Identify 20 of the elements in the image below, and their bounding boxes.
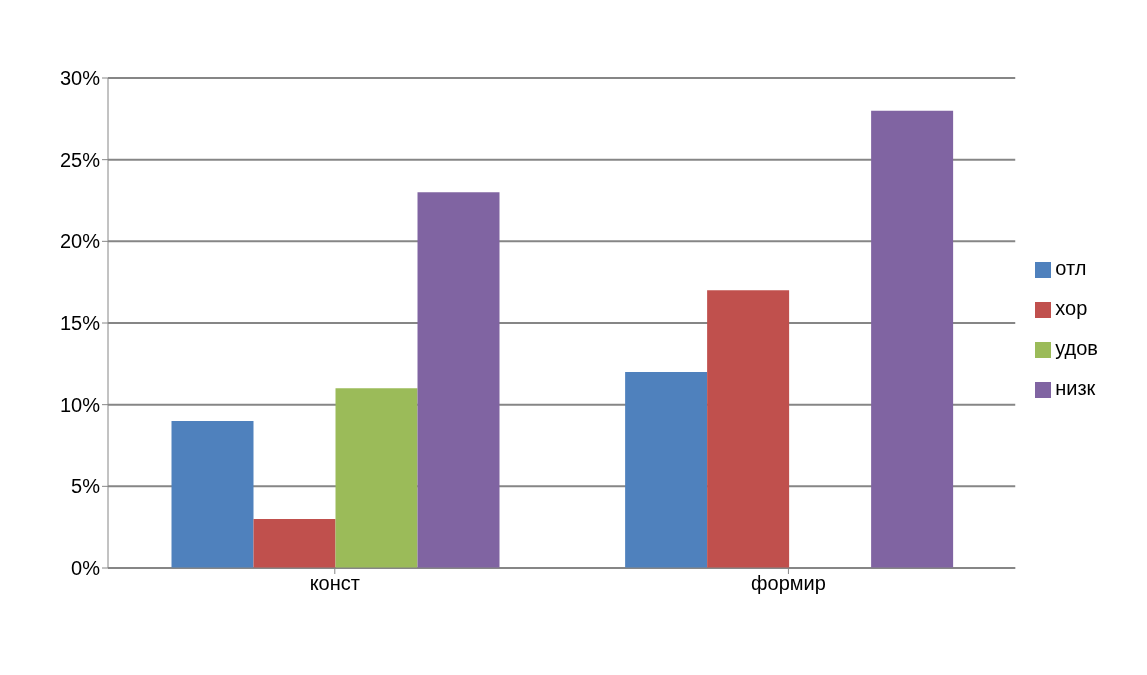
x-tick-label: формир [751, 572, 826, 595]
bar [707, 290, 790, 568]
legend-label: низк [1055, 377, 1096, 399]
y-tick-label: 20% [59, 230, 101, 253]
bar [417, 192, 500, 568]
y-tick-label: 30% [59, 67, 101, 90]
y-tick-label: 10% [59, 393, 101, 416]
y-tick-label: 5% [71, 475, 101, 498]
bar [335, 388, 418, 568]
y-tick-label: 15% [59, 312, 101, 335]
bar [625, 372, 708, 568]
y-tick-label: 0% [71, 557, 101, 580]
bar [253, 519, 336, 568]
bar [171, 421, 254, 568]
legend-label: удов [1055, 337, 1098, 359]
legend-label: хор [1055, 297, 1088, 319]
x-tick-label: конст [309, 572, 360, 595]
legend-label: отл [1055, 257, 1087, 279]
y-tick-label: 25% [59, 148, 101, 171]
bar [871, 110, 954, 568]
